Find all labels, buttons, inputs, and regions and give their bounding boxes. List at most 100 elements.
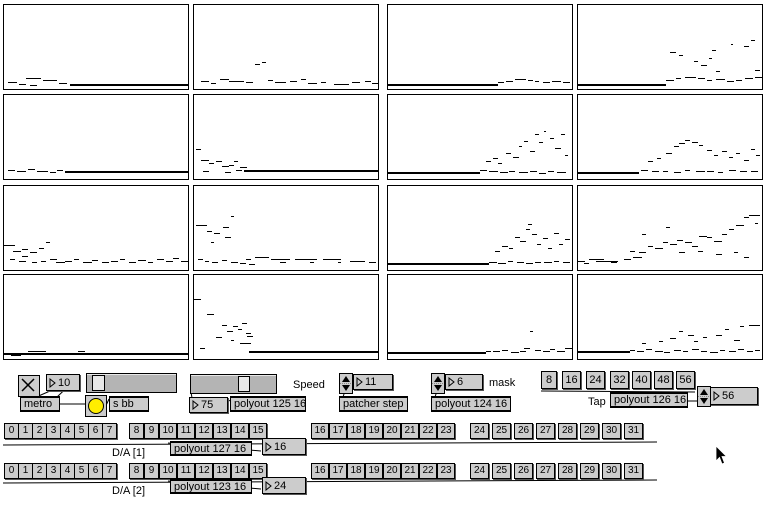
- da2-msg-8[interactable]: 8: [129, 463, 144, 479]
- step-display-r1c3[interactable]: [387, 4, 573, 90]
- da1-msg-28[interactable]: 28: [558, 423, 577, 439]
- da1-msg-10[interactable]: 10: [159, 423, 177, 439]
- da1-msg-4[interactable]: 4: [60, 423, 75, 439]
- da1-msg-17[interactable]: 17: [329, 423, 347, 439]
- da1-msg-0[interactable]: 0: [4, 423, 19, 439]
- tap-msg-48[interactable]: 48: [654, 371, 673, 389]
- da2-msg-20[interactable]: 20: [383, 463, 401, 479]
- step-display-r3c1[interactable]: [3, 185, 189, 271]
- speed-slider-thumb[interactable]: [237, 376, 250, 392]
- da1-msg-22[interactable]: 22: [419, 423, 437, 439]
- da2-msg-7[interactable]: 7: [102, 463, 117, 479]
- da1-msg-26[interactable]: 26: [514, 423, 533, 439]
- da1-msg-19[interactable]: 19: [365, 423, 383, 439]
- tap-msg-56[interactable]: 56: [676, 371, 695, 389]
- da2-msg-23[interactable]: 23: [437, 463, 455, 479]
- step-display-r2c2[interactable]: [193, 94, 379, 180]
- da2-numberbox[interactable]: 24: [262, 477, 306, 494]
- da1-msg-31[interactable]: 31: [624, 423, 643, 439]
- da2-msg-15[interactable]: 15: [249, 463, 267, 479]
- step-display-r2c3[interactable]: [387, 94, 573, 180]
- da2-msg-9[interactable]: 9: [144, 463, 159, 479]
- da2-msg-4[interactable]: 4: [60, 463, 75, 479]
- coarse-slider-thumb[interactable]: [92, 375, 105, 391]
- da2-msg-28[interactable]: 28: [558, 463, 577, 479]
- speed-numberbox[interactable]: 75: [189, 397, 228, 413]
- da1-msg-3[interactable]: 3: [46, 423, 61, 439]
- tap-msg-32[interactable]: 32: [610, 371, 629, 389]
- step-numberbox[interactable]: 11: [353, 374, 393, 390]
- da2-msg-1[interactable]: 1: [18, 463, 33, 479]
- da2-msg-24[interactable]: 24: [470, 463, 489, 479]
- da2-msg-6[interactable]: 6: [88, 463, 103, 479]
- da2-msg-19[interactable]: 19: [365, 463, 383, 479]
- step-display-r1c2[interactable]: [193, 4, 379, 90]
- da1-msg-23[interactable]: 23: [437, 423, 455, 439]
- step-display-r1c4[interactable]: [577, 4, 763, 90]
- da2-msg-26[interactable]: 26: [514, 463, 533, 479]
- da2-msg-13[interactable]: 13: [213, 463, 231, 479]
- da2-msg-25[interactable]: 25: [492, 463, 511, 479]
- send-bb-object[interactable]: s bb: [109, 396, 149, 412]
- da2-msg-11[interactable]: 11: [177, 463, 195, 479]
- tap-msg-8[interactable]: 8: [541, 371, 557, 389]
- mask-numberbox[interactable]: 6: [445, 374, 483, 390]
- da2-msg-12[interactable]: 12: [195, 463, 213, 479]
- da2-msg-10[interactable]: 10: [159, 463, 177, 479]
- da1-msg-5[interactable]: 5: [74, 423, 89, 439]
- step-display-r4c1[interactable]: [3, 274, 189, 360]
- step-display-r4c4[interactable]: [577, 274, 763, 360]
- da2-msg-14[interactable]: 14: [231, 463, 249, 479]
- tap-msg-16[interactable]: 16: [562, 371, 581, 389]
- da2-msg-18[interactable]: 18: [347, 463, 365, 479]
- da2-msg-5[interactable]: 5: [74, 463, 89, 479]
- tap-incdec[interactable]: [697, 386, 711, 407]
- da1-msg-13[interactable]: 13: [213, 423, 231, 439]
- da2-msg-21[interactable]: 21: [401, 463, 419, 479]
- step-incdec[interactable]: [339, 373, 353, 394]
- mask-incdec[interactable]: [431, 373, 445, 394]
- step-display-r4c3[interactable]: [387, 274, 573, 360]
- metro-toggle[interactable]: [18, 375, 40, 397]
- tap-msg-24[interactable]: 24: [586, 371, 605, 389]
- da1-msg-15[interactable]: 15: [249, 423, 267, 439]
- step-display-r2c4[interactable]: [577, 94, 763, 180]
- da1-msg-9[interactable]: 9: [144, 423, 159, 439]
- step-display-r3c3[interactable]: [387, 185, 573, 271]
- da1-msg-7[interactable]: 7: [102, 423, 117, 439]
- speed-slider[interactable]: [190, 374, 277, 394]
- da2-msg-27[interactable]: 27: [536, 463, 555, 479]
- da1-msg-30[interactable]: 30: [602, 423, 621, 439]
- da2-msg-22[interactable]: 22: [419, 463, 437, 479]
- tap-msg-40[interactable]: 40: [632, 371, 651, 389]
- step-display-r3c2[interactable]: [193, 185, 379, 271]
- da1-msg-16[interactable]: 16: [311, 423, 329, 439]
- da1-msg-21[interactable]: 21: [401, 423, 419, 439]
- da2-msg-17[interactable]: 17: [329, 463, 347, 479]
- patcher-step-object[interactable]: patcher step: [339, 396, 408, 412]
- step-display-r3c4[interactable]: [577, 185, 763, 271]
- da1-numberbox[interactable]: 16: [262, 438, 306, 455]
- da2-msg-3[interactable]: 3: [46, 463, 61, 479]
- da1-msg-27[interactable]: 27: [536, 423, 555, 439]
- da2-msg-31[interactable]: 31: [624, 463, 643, 479]
- da1-msg-6[interactable]: 6: [88, 423, 103, 439]
- da2-msg-2[interactable]: 2: [32, 463, 47, 479]
- polyout-123-object[interactable]: polyout 123 16: [170, 479, 252, 494]
- metro-interval-numberbox[interactable]: 10: [46, 374, 80, 391]
- coarse-slider[interactable]: [86, 373, 177, 393]
- da2-msg-0[interactable]: 0: [4, 463, 19, 479]
- da2-msg-29[interactable]: 29: [580, 463, 599, 479]
- bang-button[interactable]: [85, 395, 107, 417]
- da1-msg-29[interactable]: 29: [580, 423, 599, 439]
- da2-msg-30[interactable]: 30: [602, 463, 621, 479]
- da1-msg-8[interactable]: 8: [129, 423, 144, 439]
- polyout-124-object[interactable]: polyout 124 16: [431, 396, 511, 412]
- da1-msg-18[interactable]: 18: [347, 423, 365, 439]
- da1-msg-14[interactable]: 14: [231, 423, 249, 439]
- step-display-r2c1[interactable]: [3, 94, 189, 180]
- tap-numberbox[interactable]: 56: [710, 387, 758, 405]
- polyout-127-object[interactable]: polyout 127 16: [170, 441, 252, 456]
- metro-object[interactable]: metro: [20, 396, 60, 412]
- da1-msg-2[interactable]: 2: [32, 423, 47, 439]
